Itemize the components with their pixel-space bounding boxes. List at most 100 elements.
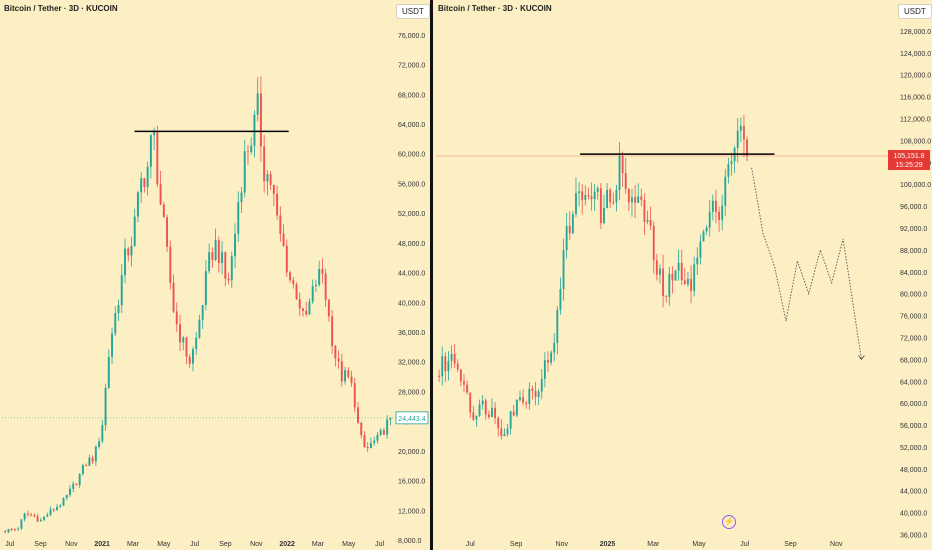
- candle-body: [531, 388, 534, 392]
- candle-body: [124, 248, 126, 276]
- candle-body: [711, 200, 714, 212]
- candle-body: [81, 465, 84, 475]
- candle-body: [553, 343, 556, 353]
- candle-body: [534, 391, 537, 398]
- y-tick-label: 68,000.0: [900, 357, 927, 364]
- projection-arrowhead: [858, 355, 865, 361]
- candle-body: [621, 155, 624, 174]
- left-chart: 76,000.0 72,000.0 68,000.0 64,000.0 60,000.0…: [2, 33, 429, 548]
- candle-body: [247, 151, 249, 153]
- candle-body: [497, 417, 500, 429]
- y-tick-label: 124,000.0: [900, 51, 931, 58]
- y-tick-label: 16,000.0: [398, 479, 425, 486]
- candle-body: [331, 316, 334, 347]
- candle-body: [111, 333, 114, 357]
- y-tick-label: 12,000.0: [398, 508, 425, 515]
- candle-body: [475, 415, 478, 420]
- y-tick-label: 36,000.0: [398, 330, 425, 337]
- candle-body: [327, 299, 330, 317]
- candle-body: [581, 191, 584, 200]
- candle-body: [550, 352, 553, 363]
- candle-body: [543, 360, 546, 379]
- candle-body: [308, 301, 311, 315]
- candle-body: [318, 268, 321, 285]
- candle-body: [302, 308, 304, 311]
- candle-body: [690, 278, 692, 291]
- candle-body: [637, 196, 640, 203]
- candle-body: [487, 414, 490, 418]
- candle-body: [674, 270, 677, 281]
- left-unit-selector[interactable]: USDT: [396, 4, 430, 19]
- candle-body: [456, 363, 459, 370]
- candle-body: [39, 519, 42, 522]
- candle-body: [481, 400, 484, 405]
- candle-body: [379, 430, 382, 435]
- candle-body: [179, 324, 181, 343]
- candle-body: [715, 200, 717, 212]
- candle-body: [376, 434, 379, 441]
- candle-body: [234, 233, 236, 257]
- candle-body: [191, 349, 194, 364]
- candle-body: [373, 440, 376, 444]
- candle-body: [655, 260, 658, 275]
- candle-body: [677, 262, 680, 271]
- candle-body: [463, 381, 465, 385]
- candle-body: [559, 289, 562, 310]
- candle-body: [469, 392, 472, 413]
- y-tick-label: 36,000.0: [900, 533, 927, 540]
- candle-body: [389, 417, 392, 420]
- candle-body: [746, 139, 748, 157]
- candle-body: [478, 404, 481, 416]
- y-tick-label: 76,000.0: [398, 33, 425, 40]
- candle-body: [237, 202, 240, 234]
- candle-body: [195, 337, 198, 350]
- candle-body: [708, 211, 711, 228]
- candle-body: [441, 356, 444, 377]
- candle-body: [211, 252, 214, 261]
- candle-body: [522, 397, 525, 403]
- candle-body: [188, 356, 191, 364]
- candle-body: [565, 225, 568, 251]
- right-unit-selector[interactable]: USDT: [898, 4, 932, 19]
- candle-body: [705, 227, 708, 232]
- candle-body: [571, 214, 574, 234]
- candle-body: [295, 284, 298, 300]
- y-tick-label: 28,000.0: [398, 389, 425, 396]
- x-tick-label: Sep: [510, 541, 523, 548]
- y-tick-label: 108,000.0: [900, 138, 931, 145]
- candle-body: [136, 192, 139, 217]
- candle-body: [36, 516, 39, 522]
- candle-body: [56, 506, 58, 510]
- x-tick-label: Nov: [65, 541, 78, 548]
- x-tick-label: Jul: [5, 541, 14, 548]
- candle-body: [140, 178, 143, 193]
- candle-body: [640, 196, 643, 200]
- y-tick-label: 48,000.0: [398, 241, 425, 248]
- last-price-label: 24,443.4: [398, 416, 425, 423]
- y-tick-label: 100,000.0: [900, 182, 931, 189]
- candle-body: [593, 191, 596, 200]
- y-tick-label: 64,000.0: [900, 379, 927, 386]
- candle-body: [85, 465, 88, 467]
- candle-body: [175, 311, 178, 325]
- candle-body: [146, 166, 149, 188]
- candle-body: [652, 225, 655, 261]
- candle-body: [20, 519, 23, 529]
- candle-body: [26, 513, 29, 515]
- candle-body: [624, 173, 627, 190]
- candle-body: [276, 193, 279, 216]
- lightning-icon[interactable]: ⚡: [722, 515, 736, 529]
- candle-body: [10, 528, 13, 530]
- y-tick-label: 116,000.0: [900, 95, 931, 102]
- y-tick-label: 48,000.0: [900, 467, 927, 474]
- candle-body: [204, 271, 207, 305]
- x-tick-label: Sep: [784, 541, 797, 548]
- candle-body: [721, 205, 724, 220]
- candle-body: [91, 457, 94, 462]
- candle-body: [75, 483, 78, 485]
- candle-body: [472, 412, 475, 420]
- candle-body: [500, 428, 503, 437]
- candle-body: [43, 516, 46, 520]
- candle-body: [88, 457, 91, 466]
